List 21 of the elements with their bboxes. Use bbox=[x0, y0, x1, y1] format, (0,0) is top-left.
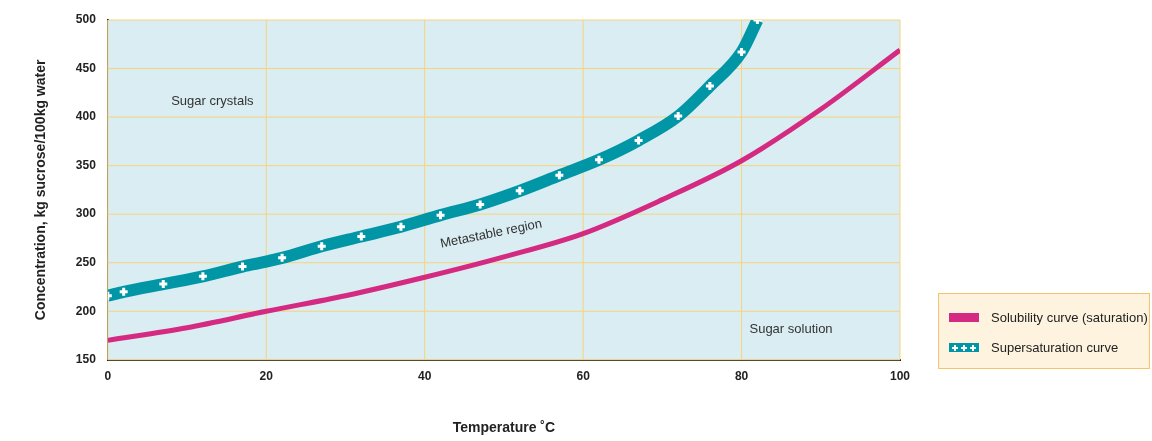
x-axis-title: Temperature ˚C bbox=[452, 419, 556, 436]
y-tick-label: 500 bbox=[75, 12, 97, 27]
x-tick-label: 40 bbox=[418, 369, 432, 384]
y-tick-label: 250 bbox=[75, 255, 97, 270]
y-tick-label: 300 bbox=[75, 206, 97, 221]
legend-label: Supersaturation curve bbox=[991, 339, 1119, 355]
legend-label: Solubility curve (saturation) bbox=[991, 309, 1148, 325]
y-tick-label: 350 bbox=[75, 157, 97, 172]
x-tick-label: 100 bbox=[889, 369, 911, 384]
y-tick-label: 450 bbox=[75, 60, 97, 75]
y-tick-label: 400 bbox=[75, 109, 97, 124]
x-tick-label: 60 bbox=[576, 369, 591, 384]
annotation: Sugar crystals bbox=[171, 93, 255, 109]
x-tick-label: 20 bbox=[259, 369, 274, 384]
y-axis-title: Concentration, kg sucrose/100kg water bbox=[32, 59, 49, 321]
annotation: Sugar solution bbox=[749, 320, 833, 336]
y-tick-label: 150 bbox=[75, 352, 97, 367]
x-tick-label: 0 bbox=[104, 369, 112, 384]
y-tick-label: 200 bbox=[75, 303, 97, 318]
annotation: Metastable region bbox=[438, 215, 544, 251]
x-tick-label: 80 bbox=[734, 369, 749, 384]
